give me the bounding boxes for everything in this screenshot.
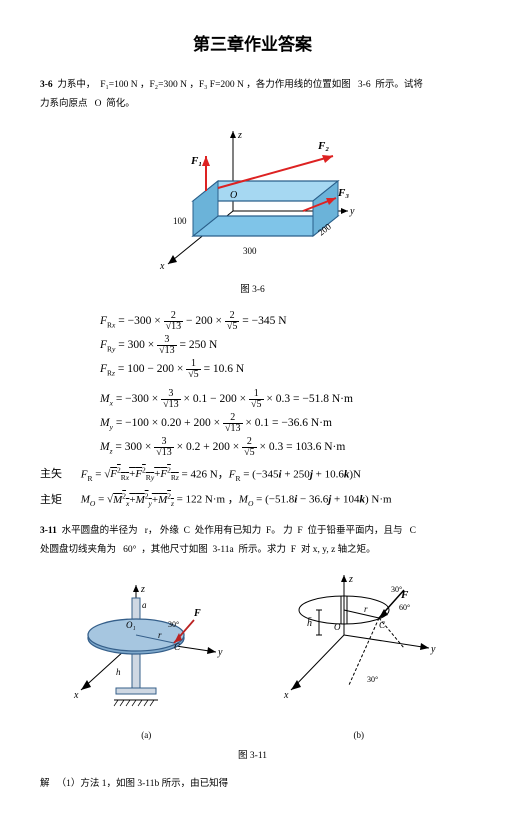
svg-text:C: C xyxy=(379,620,386,630)
t: 所示。求力 xyxy=(239,545,287,555)
t: F。 xyxy=(266,526,281,536)
svg-text:r: r xyxy=(158,630,162,640)
prob-num: 3-6 xyxy=(40,80,53,90)
svg-text:F: F xyxy=(193,608,201,619)
svg-text:30°: 30° xyxy=(367,675,378,684)
t: 60° xyxy=(123,545,136,555)
lbl-O: O xyxy=(230,190,237,201)
result-mainmoment: 主矩 MO = √M2x+M2y+M2z = 122 N·m ，MO = (−5… xyxy=(40,489,465,510)
svg-text:O: O xyxy=(334,622,341,632)
t: 力 xyxy=(283,526,293,536)
fig-sub-b: (b) xyxy=(279,727,439,743)
t: 力系向原点 xyxy=(40,99,88,109)
t: 所示。试将 xyxy=(375,80,423,90)
svg-text:O₁: O₁ xyxy=(126,620,136,630)
svg-text:h̄: h̄ xyxy=(307,618,312,630)
result-mainvector: 主矢 FR = √F2Rx+F2Ry+F2Rz = 426 N，FR = (−3… xyxy=(40,464,465,485)
t: r， xyxy=(145,526,158,536)
figure-3-11-caption: 图 3-11 xyxy=(40,748,465,765)
lbl-F1: F₁ xyxy=(190,155,202,167)
svg-text:z: z xyxy=(140,584,145,595)
t: F₁=100 N ，F₂=300 N ，F₃ F=200 N ，各力作用线的位置… xyxy=(100,80,351,90)
svg-text:C: C xyxy=(174,642,181,652)
t: F xyxy=(291,545,296,555)
svg-text:z: z xyxy=(348,574,353,585)
solution-line: 解 （1）方法 1，如图 3-11b 所示，由已知得 xyxy=(40,775,465,794)
page-title: 第三章作业答案 xyxy=(40,30,465,61)
t: 3-11a xyxy=(212,545,233,555)
svg-text:a: a xyxy=(142,600,147,610)
svg-text:x: x xyxy=(283,690,289,701)
dim-100: 100 xyxy=(173,216,187,226)
t: ，其他尺寸如图 xyxy=(141,545,208,555)
problem-3-11-text: 3-11 水平圆盘的半径为 r， 外缘 C 处作用有已知力 F。 力 F 位于铅… xyxy=(40,522,465,560)
solution-text: （1）方法 1，如图 3-11b 所示，由已知得 xyxy=(57,779,228,789)
figure-3-11: z y x O₁ r C F 30° a h xyxy=(40,570,465,743)
svg-text:h: h xyxy=(116,667,121,677)
t: C xyxy=(410,526,416,536)
fig-sub-a: (a) xyxy=(66,727,226,743)
lbl-mainmom: 主矩 xyxy=(40,491,78,511)
t: 位于铅垂平面内，且与 xyxy=(307,526,402,536)
t: 外缘 xyxy=(160,526,179,536)
t: 水平圆盘的半径为 xyxy=(62,526,138,536)
t: 对 x, y, z 轴之矩。 xyxy=(301,545,376,555)
t: O xyxy=(95,99,102,109)
svg-text:x: x xyxy=(73,690,79,701)
figure-3-6-caption: 图 3-6 xyxy=(40,282,465,299)
axis-y: y xyxy=(349,206,355,217)
t: C xyxy=(184,526,190,536)
t: 3-6 xyxy=(358,80,371,90)
svg-text:y: y xyxy=(217,647,223,658)
svg-text:30°: 30° xyxy=(168,620,179,629)
prob-num-2: 3-11 xyxy=(40,526,57,536)
lbl-mainvec: 主矢 xyxy=(40,465,78,485)
svg-text:y: y xyxy=(430,644,436,655)
t: 处作用有已知力 xyxy=(195,526,262,536)
t: 简化。 xyxy=(106,99,135,109)
axis-z: z xyxy=(237,130,242,141)
problem-3-6-text: 3-6 力系中， F₁=100 N ，F₂=300 N ，F₃ F=200 N … xyxy=(40,76,465,114)
lbl-solution: 解 xyxy=(40,779,50,789)
lbl-F2: F₂ xyxy=(317,140,329,152)
equations-block: FRx = −300 × 2√13 − 200 × 2√5 = −345 N F… xyxy=(100,309,465,460)
lbl-F3: F₃ xyxy=(337,187,349,199)
t: 处圆盘切线夹角为 xyxy=(40,545,116,555)
t: F xyxy=(297,526,302,536)
dim-300: 300 xyxy=(243,246,257,256)
svg-text:30°: 30° xyxy=(391,585,402,594)
svg-text:60°: 60° xyxy=(399,603,410,612)
axis-x: x xyxy=(159,261,165,271)
svg-text:r: r xyxy=(364,604,368,614)
t: 力系中， xyxy=(57,80,95,90)
figure-3-6: z y x F₁ F₂ F₃ O 100 300 200 xyxy=(40,126,465,278)
